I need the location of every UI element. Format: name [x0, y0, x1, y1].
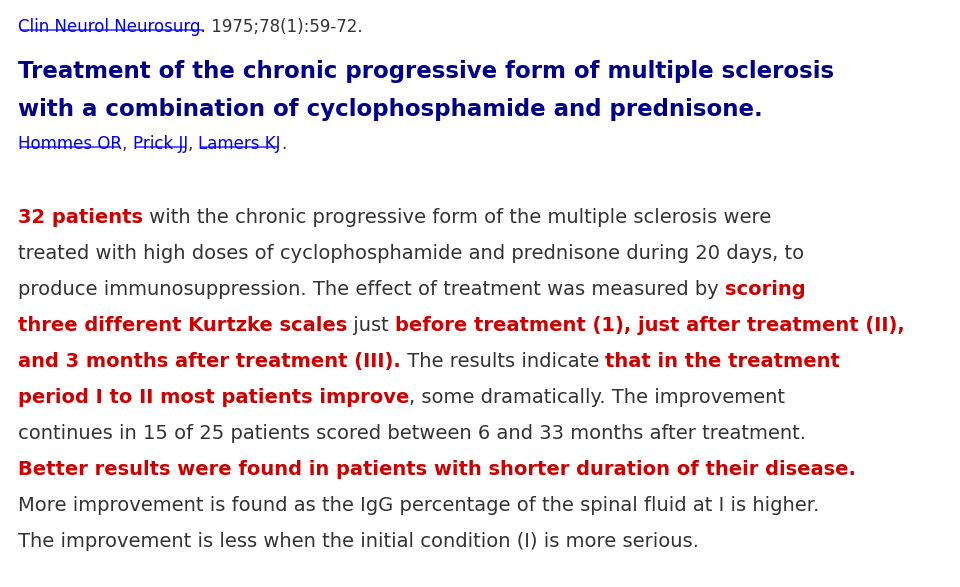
Text: just: just: [348, 316, 396, 335]
Text: that in the treatment: that in the treatment: [605, 352, 840, 371]
Text: scoring: scoring: [725, 280, 805, 299]
Text: period I to II most patients improve: period I to II most patients improve: [18, 388, 409, 407]
Text: Clin Neurol Neurosurg.: Clin Neurol Neurosurg.: [18, 18, 205, 36]
Text: with the chronic progressive form of the multiple sclerosis were: with the chronic progressive form of the…: [143, 208, 771, 227]
Text: , some dramatically. The improvement: , some dramatically. The improvement: [409, 388, 785, 407]
Text: and 3 months after treatment (III).: and 3 months after treatment (III).: [18, 352, 400, 371]
Text: More improvement is found as the IgG percentage of the spinal fluid at I is high: More improvement is found as the IgG per…: [18, 496, 820, 515]
Text: ,: ,: [188, 135, 199, 153]
Text: 32 patients: 32 patients: [18, 208, 143, 227]
Text: continues in 15 of 25 patients scored between 6 and 33 months after treatment.: continues in 15 of 25 patients scored be…: [18, 424, 806, 443]
Text: 1975;78(1):59-72.: 1975;78(1):59-72.: [205, 18, 362, 36]
Text: treated with high doses of cyclophosphamide and prednisone during 20 days, to: treated with high doses of cyclophospham…: [18, 244, 804, 263]
Text: Lamers KJ: Lamers KJ: [199, 135, 281, 153]
Text: Hommes OR: Hommes OR: [18, 135, 122, 153]
Text: Prick JJ: Prick JJ: [132, 135, 188, 153]
Text: with a combination of cyclophosphamide and prednisone.: with a combination of cyclophosphamide a…: [18, 98, 763, 121]
Text: Treatment of the chronic progressive form of multiple sclerosis: Treatment of the chronic progressive for…: [18, 60, 834, 83]
Text: ,: ,: [122, 135, 132, 153]
Text: Better results were found in patients with shorter duration of their disease.: Better results were found in patients wi…: [18, 460, 856, 479]
Text: three different Kurtzke scales: three different Kurtzke scales: [18, 316, 348, 335]
Text: The improvement is less when the initial condition (I) is more serious.: The improvement is less when the initial…: [18, 532, 699, 551]
Text: The results indicate: The results indicate: [400, 352, 605, 371]
Text: .: .: [281, 135, 286, 153]
Text: before treatment (1), just after treatment (II),: before treatment (1), just after treatme…: [396, 316, 905, 335]
Text: produce immunosuppression. The effect of treatment was measured by: produce immunosuppression. The effect of…: [18, 280, 725, 299]
